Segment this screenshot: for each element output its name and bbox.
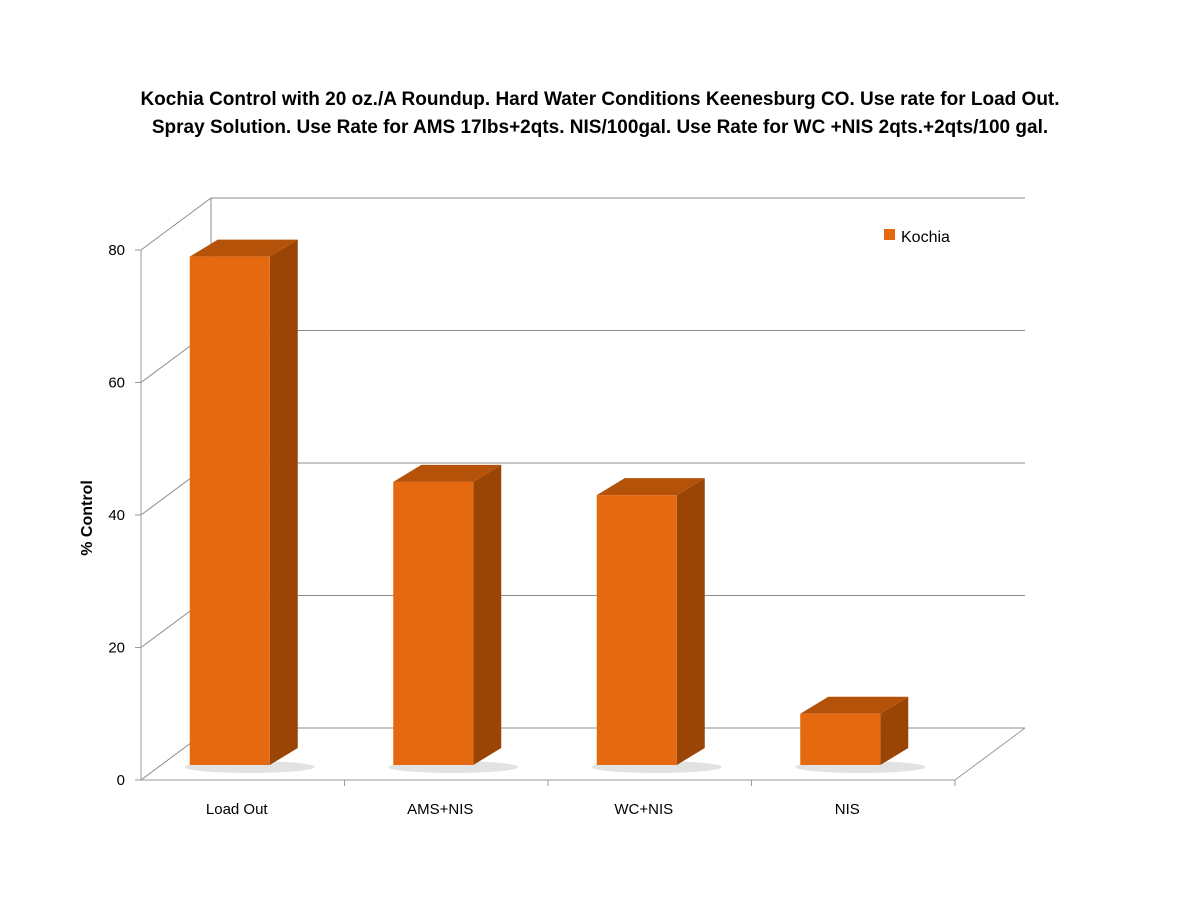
bars-layer: [184, 239, 926, 773]
x-tick-label: NIS: [835, 801, 860, 818]
bar-side: [473, 464, 502, 765]
floor-right-edge: [954, 727, 1026, 781]
y-tick-label: 0: [117, 772, 125, 789]
bar-side: [676, 478, 705, 765]
x-tick-label: AMS+NIS: [407, 801, 473, 818]
x-tick-label: WC+NIS: [614, 801, 673, 818]
axis-layer: [135, 249, 1026, 786]
bar: [596, 495, 677, 765]
bar-top: [800, 696, 909, 714]
bar-side: [880, 696, 909, 765]
legend-swatch: [884, 229, 895, 240]
bar-side: [269, 239, 298, 765]
bar: [800, 713, 881, 765]
y-tick-label: 20: [108, 640, 125, 657]
chart-title: Kochia Control with 20 oz./A Roundup. Ha…: [140, 89, 1060, 138]
bar: [393, 481, 474, 765]
bar-top: [393, 464, 502, 482]
bar-top: [189, 239, 298, 257]
legend-label: Kochia: [901, 229, 950, 246]
bar-top: [596, 478, 705, 496]
gridline-diagonal: [140, 197, 212, 251]
y-tick-label: 40: [108, 507, 125, 524]
y-tick-label: 60: [108, 375, 125, 392]
bar: [189, 256, 270, 765]
labels-layer: 0 20 40 60 80 Load Out AMS+NIS WC+NIS NIS: [108, 242, 859, 818]
y-tick-label: 80: [108, 242, 125, 259]
legend: Kochia: [884, 229, 950, 246]
y-axis-label: % Control: [79, 480, 96, 556]
x-tick-label: Load Out: [206, 801, 269, 818]
